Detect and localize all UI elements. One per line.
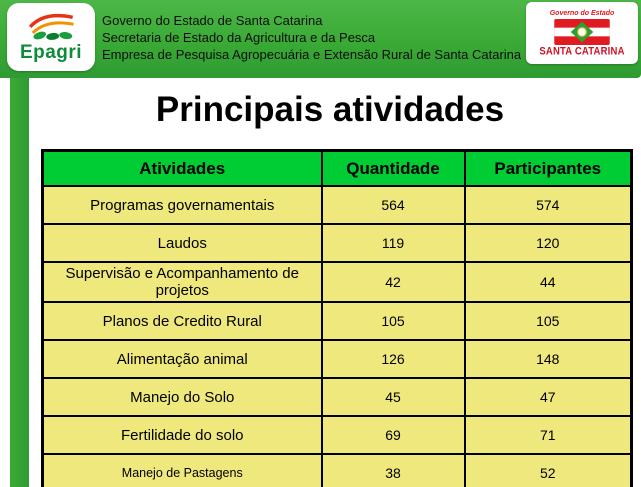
activity-cell: Alimentação animal bbox=[41, 339, 323, 379]
table-body: Programas governamentais 564 574 Laudos 119 1… bbox=[41, 185, 633, 487]
table-row: Manejo de Pastagens 38 52 bbox=[41, 453, 633, 487]
quantity-cell: 38 bbox=[320, 453, 466, 487]
quantity-cell: 42 bbox=[320, 261, 466, 303]
participants-cell: 52 bbox=[463, 453, 633, 487]
flag-ribbon-text: Governo do Estado bbox=[549, 9, 615, 17]
activity-cell: Programas governamentais bbox=[41, 185, 323, 225]
quantity-cell: 119 bbox=[320, 223, 466, 263]
table-row: Programas governamentais 564 574 bbox=[41, 185, 633, 225]
column-header-quantidade: Quantidade bbox=[320, 149, 466, 187]
table-row: Manejo do Solo 45 47 bbox=[41, 377, 633, 417]
activity-cell: Planos de Credito Rural bbox=[41, 301, 323, 341]
left-accent-stripe bbox=[10, 0, 29, 487]
column-header-participantes: Participantes bbox=[463, 149, 633, 187]
org-line-government: Governo do Estado de Santa Catarina bbox=[102, 13, 323, 28]
participants-cell: 71 bbox=[463, 415, 633, 455]
column-header-atividades: Atividades bbox=[41, 149, 323, 187]
participants-cell: 148 bbox=[463, 339, 633, 379]
quantity-cell: 105 bbox=[320, 301, 466, 341]
epagri-logo: Epagri bbox=[7, 3, 95, 71]
quantity-cell: 69 bbox=[320, 415, 466, 455]
activity-cell: Manejo de Pastagens bbox=[41, 453, 323, 487]
activity-cell: Fertilidade do solo bbox=[41, 415, 323, 455]
table-row: Fertilidade do solo 69 71 bbox=[41, 415, 633, 455]
participants-cell: 120 bbox=[463, 223, 633, 263]
table-header-row: Atividades Quantidade Participantes bbox=[41, 149, 633, 187]
header-banner: Epagri Governo do Estado de Santa Catari… bbox=[0, 0, 641, 78]
santa-catarina-flag-icon bbox=[553, 18, 611, 45]
activity-cell: Manejo do Solo bbox=[41, 377, 323, 417]
participants-cell: 574 bbox=[463, 185, 633, 225]
quantity-cell: 45 bbox=[320, 377, 466, 417]
activity-cell: Supervisão e Acompanhamento de projetos bbox=[41, 261, 323, 303]
table-row: Laudos 119 120 bbox=[41, 223, 633, 263]
quantity-cell: 564 bbox=[320, 185, 466, 225]
table-row: Alimentação animal 126 148 bbox=[41, 339, 633, 379]
slide-title: Principais atividades bbox=[155, 90, 505, 129]
table-row: Planos de Credito Rural 105 105 bbox=[41, 301, 633, 341]
flag-label: SANTA CATARINA bbox=[539, 44, 625, 58]
epagri-logo-text: Epagri bbox=[19, 41, 83, 63]
org-line-secretariat: Secretaria de Estado da Agricultura e da… bbox=[102, 30, 376, 45]
epagri-plant-icon bbox=[25, 11, 77, 41]
table-row: Supervisão e Acompanhamento de projetos 4… bbox=[41, 261, 633, 303]
sc-government-logo: Governo do Estado SANTA CATARINA bbox=[526, 2, 638, 64]
participants-cell: 44 bbox=[463, 261, 633, 303]
org-lines: Governo do Estado de Santa Catarina Secr… bbox=[102, 12, 521, 63]
activities-table: Atividades Quantidade Participantes Prog… bbox=[41, 149, 633, 487]
org-line-company: Empresa de Pesquisa Agropecuária e Exten… bbox=[102, 47, 522, 62]
quantity-cell: 126 bbox=[320, 339, 466, 379]
activity-cell: Laudos bbox=[41, 223, 323, 263]
participants-cell: 47 bbox=[463, 377, 633, 417]
participants-cell: 105 bbox=[463, 301, 633, 341]
